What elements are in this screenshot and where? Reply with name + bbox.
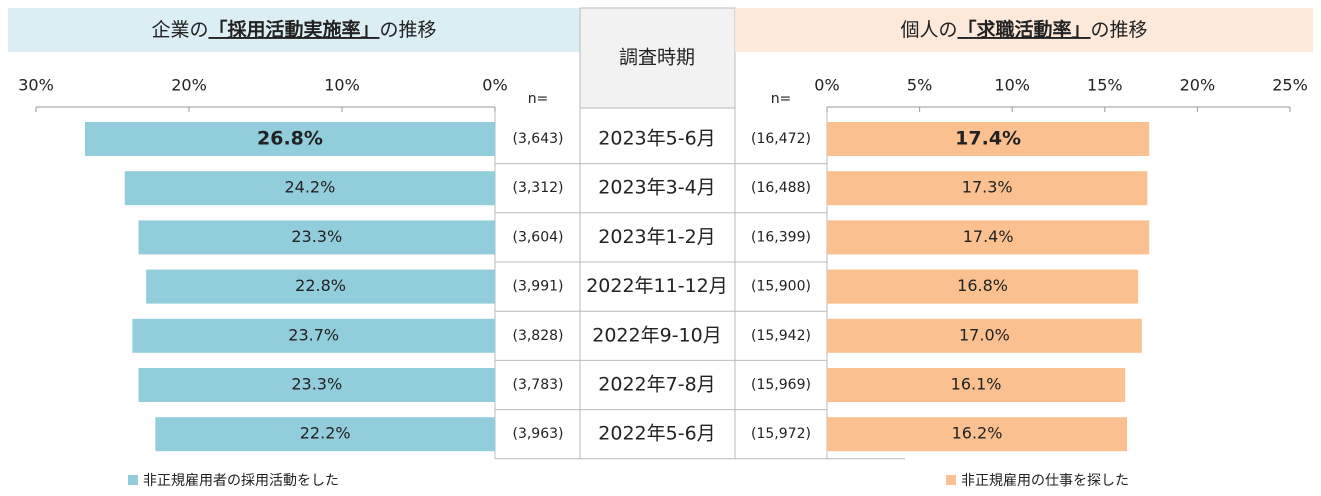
- data-label: 23.3%: [291, 227, 342, 246]
- bar: [827, 122, 1150, 156]
- data-label: 16.2%: [952, 424, 1003, 443]
- bar: [827, 417, 1128, 452]
- data-label: 16.8%: [957, 276, 1008, 295]
- period-label: 2023年5-6月: [598, 128, 715, 150]
- data-label: 23.3%: [291, 375, 342, 394]
- bar: [84, 122, 496, 156]
- bar: [138, 368, 495, 402]
- bar: [146, 269, 495, 304]
- period-label: 2022年9-10月: [592, 324, 721, 346]
- bar: [124, 171, 496, 206]
- data-label: 26.8%: [257, 128, 323, 150]
- data-label: 17.3%: [962, 178, 1013, 197]
- legend-swatch: [128, 475, 138, 485]
- x-tick-label: 5%: [907, 76, 932, 95]
- x-tick-label: 0%: [814, 76, 839, 95]
- period-label: 2022年5-6月: [598, 423, 715, 445]
- bar: [132, 318, 495, 353]
- data-label: 17.4%: [955, 128, 1021, 150]
- title-part: 個人の: [900, 19, 957, 41]
- bar: [827, 220, 1150, 255]
- period-label: 2022年7-8月: [598, 374, 715, 396]
- legend-label: 非正規雇用の仕事を探した: [961, 472, 1129, 489]
- x-tick-label: 0%: [482, 76, 507, 95]
- x-tick-label: 30%: [18, 76, 54, 95]
- n-value: (3,643): [512, 131, 563, 147]
- legend-swatch: [946, 475, 956, 485]
- title-part: 企業の: [151, 19, 208, 41]
- n-value: (3,783): [512, 377, 563, 393]
- legend-label: 非正規雇用者の採用活動をした: [143, 472, 339, 489]
- n-value: (3,312): [512, 180, 563, 196]
- n-value: (3,828): [512, 328, 563, 344]
- title-part: の推移: [380, 19, 437, 41]
- data-label: 23.7%: [288, 325, 339, 344]
- chart-title: 個人の「求職活動率」の推移: [900, 18, 1147, 41]
- n-value: (3,991): [512, 279, 563, 295]
- x-tick-label: 10%: [994, 76, 1030, 95]
- chart-title: 企業の「採用活動実施率」の推移: [151, 18, 436, 41]
- x-tick-label: 20%: [1180, 76, 1216, 95]
- title-part: 「採用活動実施率」: [208, 18, 379, 41]
- data-label: 22.8%: [295, 276, 346, 295]
- n-value: (15,942): [751, 328, 811, 344]
- bar: [155, 417, 495, 452]
- data-label: 17.0%: [959, 325, 1010, 344]
- data-label: 17.4%: [963, 227, 1014, 246]
- n-value: (15,969): [751, 377, 811, 393]
- data-label: 22.2%: [300, 424, 351, 443]
- n-value: (15,972): [751, 426, 811, 442]
- bar: [827, 368, 1126, 402]
- bar: [827, 171, 1148, 206]
- x-tick-label: 15%: [1087, 76, 1123, 95]
- title-part: 「求職活動率」: [957, 18, 1090, 41]
- n-value: (16,472): [751, 131, 811, 147]
- n-value: (3,963): [512, 426, 563, 442]
- left-header-bg: [8, 8, 580, 52]
- period-label: 2022年11-12月: [586, 275, 728, 297]
- data-label: 24.2%: [284, 178, 335, 197]
- n-label: n=: [771, 91, 792, 107]
- n-label: n=: [528, 91, 549, 107]
- period-label: 2023年3-4月: [598, 177, 715, 199]
- right-header-bg: [735, 8, 1313, 52]
- period-header: 調査時期: [619, 47, 695, 69]
- n-value: (16,399): [751, 229, 811, 245]
- bar: [827, 269, 1139, 304]
- period-label: 2023年1-2月: [598, 226, 715, 248]
- n-value: (16,488): [751, 180, 811, 196]
- x-tick-label: 20%: [171, 76, 207, 95]
- bar: [138, 220, 495, 255]
- n-value: (3,604): [512, 229, 563, 245]
- x-tick-label: 25%: [1272, 76, 1308, 95]
- bar: [827, 318, 1142, 353]
- data-label: 16.1%: [951, 375, 1002, 394]
- period-header-bg: [579, 7, 736, 109]
- n-value: (15,900): [751, 279, 811, 295]
- title-part: の推移: [1091, 19, 1148, 41]
- x-tick-label: 10%: [324, 76, 360, 95]
